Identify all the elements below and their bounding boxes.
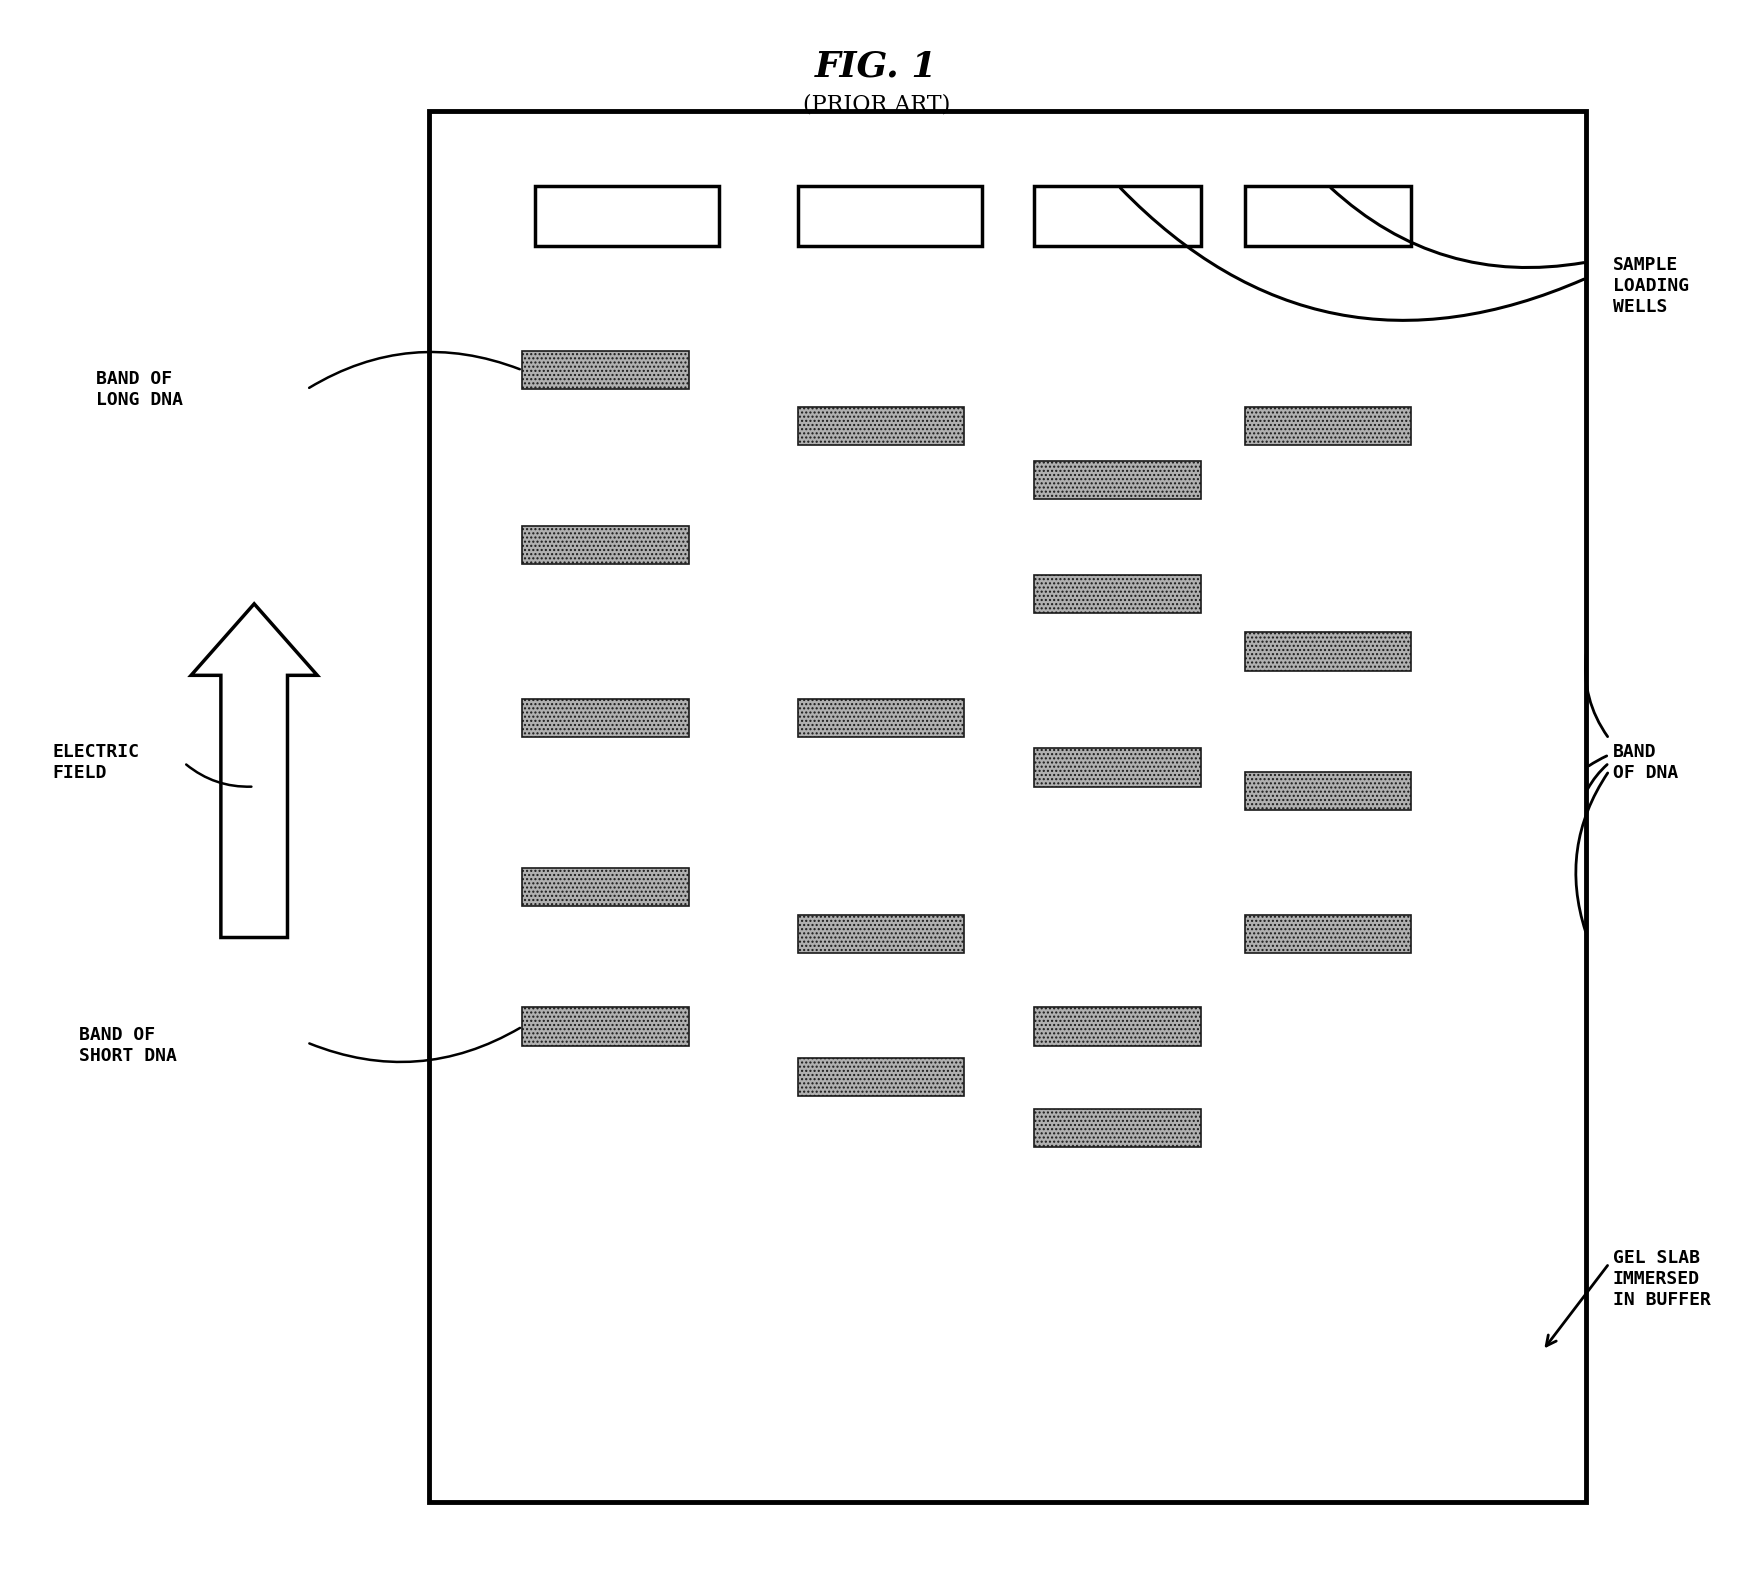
Bar [1034,1007,1201,1046]
Bar [1245,632,1411,671]
Bar [798,699,964,737]
Bar [522,868,689,906]
Text: BAND OF
SHORT DNA: BAND OF SHORT DNA [79,1026,177,1065]
Text: FIG. 1: FIG. 1 [815,49,938,84]
FancyArrow shape [191,604,317,938]
Bar [522,1007,689,1046]
Bar [522,699,689,737]
Text: SAMPLE
LOADING
WELLS: SAMPLE LOADING WELLS [1613,256,1688,316]
Bar [535,186,719,246]
Bar [522,351,689,389]
Bar [1034,748,1201,787]
Text: ELECTRIC
FIELD: ELECTRIC FIELD [53,744,140,782]
Bar [1245,915,1411,953]
Bar [1245,407,1411,445]
Bar [1034,186,1201,246]
Bar [1245,772,1411,810]
Text: BAND OF
LONG DNA: BAND OF LONG DNA [96,370,184,408]
Bar [798,186,982,246]
Text: GEL SLAB
IMMERSED
IN BUFFER: GEL SLAB IMMERSED IN BUFFER [1613,1249,1711,1309]
Text: (PRIOR ART): (PRIOR ART) [803,94,950,116]
Text: BAND
OF DNA: BAND OF DNA [1613,744,1678,782]
Bar [1034,461,1201,499]
Bar [1034,575,1201,613]
Bar [429,111,1586,1502]
Bar [798,915,964,953]
Bar [798,407,964,445]
Bar [798,1058,964,1096]
Bar [1245,186,1411,246]
Bar [1034,1109,1201,1147]
Bar [522,526,689,564]
